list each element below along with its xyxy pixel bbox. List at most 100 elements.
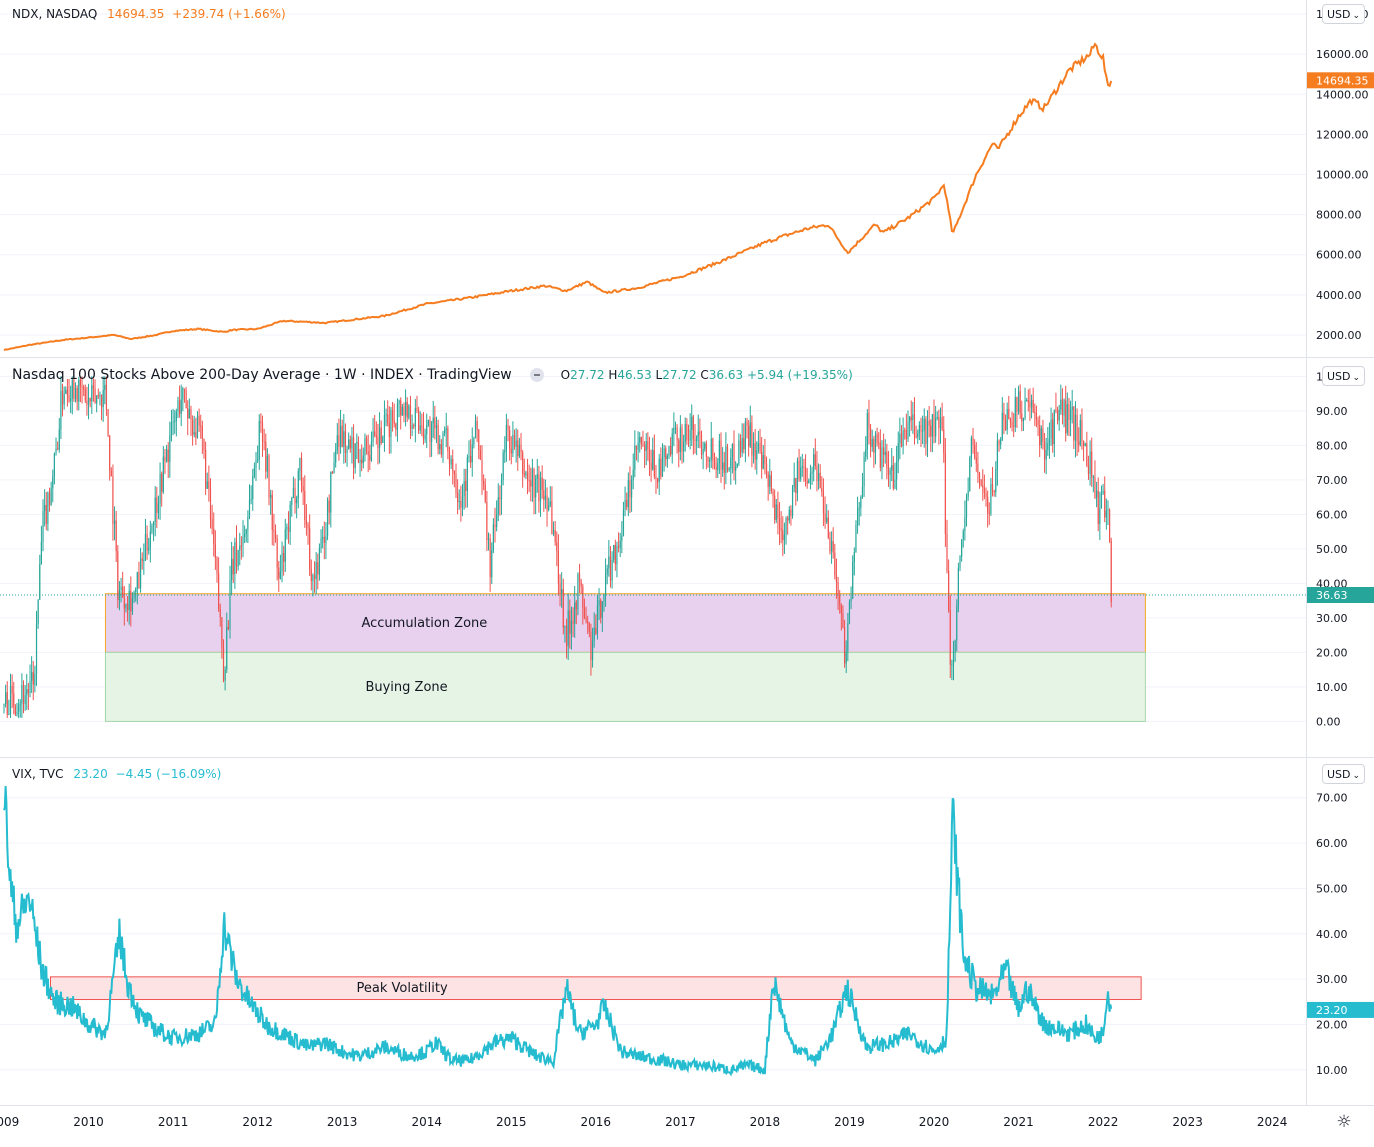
candle-body xyxy=(146,534,148,551)
candle-body xyxy=(951,664,953,666)
candle-body xyxy=(730,457,732,469)
candle-body xyxy=(91,385,93,402)
candle-body xyxy=(404,401,407,416)
currency-button-vix[interactable]: USD ⌄ xyxy=(1322,764,1366,784)
candle-body xyxy=(1016,396,1018,412)
candle-body xyxy=(507,424,509,430)
candle-body xyxy=(58,429,60,450)
candle-body xyxy=(993,490,995,493)
candle-body xyxy=(1073,406,1075,441)
candle-body xyxy=(1011,421,1013,427)
candle-body xyxy=(388,423,390,437)
candle-body xyxy=(713,460,716,467)
candle-body xyxy=(949,610,951,665)
hide-indicator-icon[interactable] xyxy=(530,368,545,382)
candle-body xyxy=(790,509,792,516)
candle-body xyxy=(619,540,621,548)
candle-body xyxy=(180,399,182,414)
candle-body xyxy=(287,526,290,532)
candle-body xyxy=(523,473,525,476)
candle-body xyxy=(990,484,992,514)
candle-body xyxy=(512,434,514,454)
x-tick-label: 2013 xyxy=(327,1115,358,1129)
chevron-down-icon: ⌄ xyxy=(1352,11,1361,21)
candle-body xyxy=(567,610,569,647)
candle-body xyxy=(663,448,665,458)
currency-button-ndx[interactable]: USD ⌄ xyxy=(1322,4,1366,24)
vix-change: −4.45 (−16.09%) xyxy=(115,767,222,781)
candle-body xyxy=(1071,406,1073,411)
candle-body xyxy=(382,436,384,443)
y-tick-label: 12000.00 xyxy=(1316,128,1369,141)
candle-body xyxy=(187,408,189,419)
candle-body xyxy=(1014,396,1016,427)
candle-body xyxy=(988,512,990,514)
candle-body xyxy=(515,440,517,447)
candle-body xyxy=(630,479,633,498)
candle-body xyxy=(917,433,919,438)
candle-body xyxy=(590,631,592,660)
candle-body xyxy=(346,449,348,454)
candle-body xyxy=(107,409,109,436)
candle-body xyxy=(642,444,644,446)
candle-body xyxy=(213,528,215,545)
candle-body xyxy=(192,419,194,435)
y-tick-label: 0.00 xyxy=(1316,715,1341,728)
candle-body xyxy=(1040,428,1042,446)
candle-body xyxy=(764,455,766,464)
candle-body xyxy=(912,414,914,420)
gear-icon[interactable]: ☼ xyxy=(1336,1112,1352,1132)
candle-body xyxy=(1074,414,1077,441)
candle-body xyxy=(982,485,984,488)
candle-body xyxy=(551,501,553,535)
candle-body xyxy=(1087,465,1090,474)
ohlc-open: 27.72 xyxy=(570,368,605,382)
candle-body xyxy=(283,553,285,562)
ohlc-o-label: O xyxy=(560,368,571,382)
ohlc-l-label: L xyxy=(655,368,663,382)
candle-body xyxy=(167,449,169,462)
candle-body xyxy=(972,437,974,446)
candle-body xyxy=(598,600,600,606)
candle-body xyxy=(445,428,447,431)
candle-body xyxy=(183,388,186,391)
y-tick-label: 6000.00 xyxy=(1316,249,1362,262)
candle-body xyxy=(253,467,255,477)
candle-body xyxy=(996,440,999,469)
candle-body xyxy=(245,529,247,534)
candle-body xyxy=(1022,418,1025,422)
candle-body xyxy=(856,508,859,526)
candle-body xyxy=(570,620,573,634)
candle-body xyxy=(99,394,101,397)
candle-body xyxy=(370,441,373,461)
candle-body xyxy=(778,517,781,529)
candle-body xyxy=(255,460,257,468)
candle-body xyxy=(683,441,685,452)
y-tick-label: 70.00 xyxy=(1316,792,1348,805)
candle-body xyxy=(696,436,698,442)
candle-body xyxy=(943,429,945,453)
candle-body xyxy=(624,499,626,510)
candle-body xyxy=(60,390,62,430)
candle-body xyxy=(1069,410,1072,420)
candle-body xyxy=(383,414,386,437)
candle-body xyxy=(775,504,777,521)
candle-body xyxy=(260,421,262,424)
candle-body xyxy=(746,421,748,426)
candle-body xyxy=(728,468,730,471)
candle-body xyxy=(378,427,381,449)
currency-button-breadth[interactable]: USD ⌄ xyxy=(1322,366,1366,386)
x-tick-label: 2024 xyxy=(1257,1115,1288,1129)
candle-body xyxy=(905,430,907,439)
candle-body xyxy=(749,422,751,447)
candle-body xyxy=(131,598,134,612)
candle-body xyxy=(112,476,114,524)
candle-body xyxy=(536,474,538,479)
candle-body xyxy=(944,452,946,534)
candle-body xyxy=(385,414,387,416)
candle-body xyxy=(395,423,397,430)
y-tick-label: 2000.00 xyxy=(1316,329,1362,342)
candle-body xyxy=(1008,409,1010,419)
candle-body xyxy=(645,441,647,451)
